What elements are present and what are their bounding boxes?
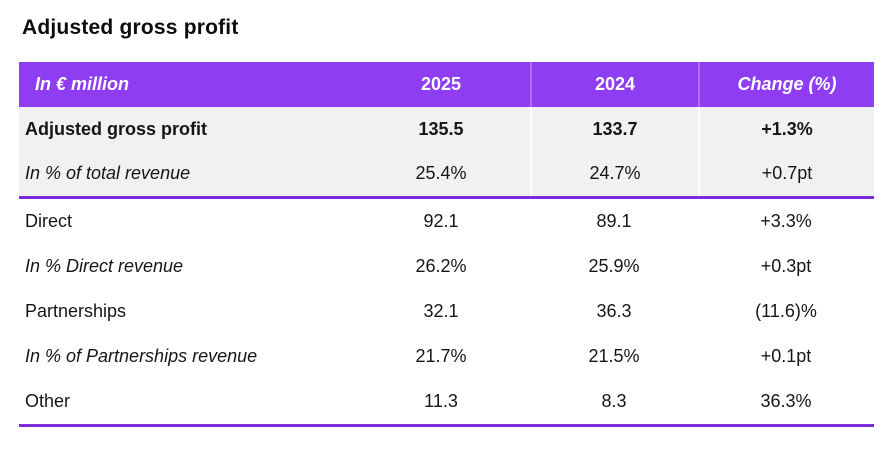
value-change: (11.6)% xyxy=(755,301,817,321)
row-label: Direct xyxy=(25,211,73,231)
value-2024: 24.7% xyxy=(530,151,698,196)
row-label: In % of total revenue xyxy=(25,163,191,184)
value-2024: 8.3 xyxy=(601,391,627,411)
value-change: +1.3% xyxy=(698,107,874,152)
column-header-2025: 2025 xyxy=(420,74,462,94)
value-2025: 25.4% xyxy=(415,163,467,184)
financial-table: In € million 2025 2024 Change (%) Adjust… xyxy=(19,62,874,427)
value-2024: 21.5% xyxy=(588,346,640,366)
row-label: In % Direct revenue xyxy=(25,256,184,276)
column-header-change: Change (%) xyxy=(698,62,874,107)
value-2024: 133.7 xyxy=(530,107,698,152)
value-change: 36.3% xyxy=(760,391,812,411)
value-2024: 36.3 xyxy=(596,301,632,321)
value-2025: 135.5 xyxy=(418,118,464,139)
row-label: In % of Partnerships revenue xyxy=(25,346,258,366)
row-label: Adjusted gross profit xyxy=(25,118,208,139)
value-2025: 32.1 xyxy=(423,301,459,321)
table-bottom-line xyxy=(19,424,874,427)
table-header-row: In € million 2025 2024 Change (%) xyxy=(19,62,874,107)
value-2025: 26.2% xyxy=(415,256,467,276)
value-change: +3.3% xyxy=(760,211,812,231)
column-header-metric: In € million xyxy=(35,74,130,94)
row-label: Partnerships xyxy=(25,301,127,321)
value-2024: 89.1 xyxy=(596,211,632,231)
value-change: +0.3pt xyxy=(760,256,812,276)
value-2025: 11.3 xyxy=(424,391,458,411)
table-row: Direct 92.1 89.1 +3.3% xyxy=(19,199,874,244)
value-change: +0.7pt xyxy=(698,151,874,196)
table-row: In % Direct revenue 26.2% 25.9% +0.3pt xyxy=(19,244,874,289)
table-row: Partnerships 32.1 36.3 (11.6)% xyxy=(19,289,874,334)
table-row: Adjusted gross profit 135.5 133.7 +1.3% xyxy=(19,107,874,152)
value-2025: 92.1 xyxy=(423,211,459,231)
value-2025: 21.7% xyxy=(415,346,467,366)
value-2024: 25.9% xyxy=(588,256,640,276)
table-row: In % of Partnerships revenue 21.7% 21.5%… xyxy=(19,334,874,379)
row-label: Other xyxy=(25,391,71,411)
table-row: In % of total revenue 25.4% 24.7% +0.7pt xyxy=(19,151,874,196)
column-header-2024: 2024 xyxy=(530,62,698,107)
page-title: Adjusted gross profit xyxy=(22,16,239,39)
section-divider-line xyxy=(19,196,874,199)
table-row: Other 11.3 8.3 36.3% xyxy=(19,379,874,424)
value-change: +0.1pt xyxy=(760,346,812,366)
